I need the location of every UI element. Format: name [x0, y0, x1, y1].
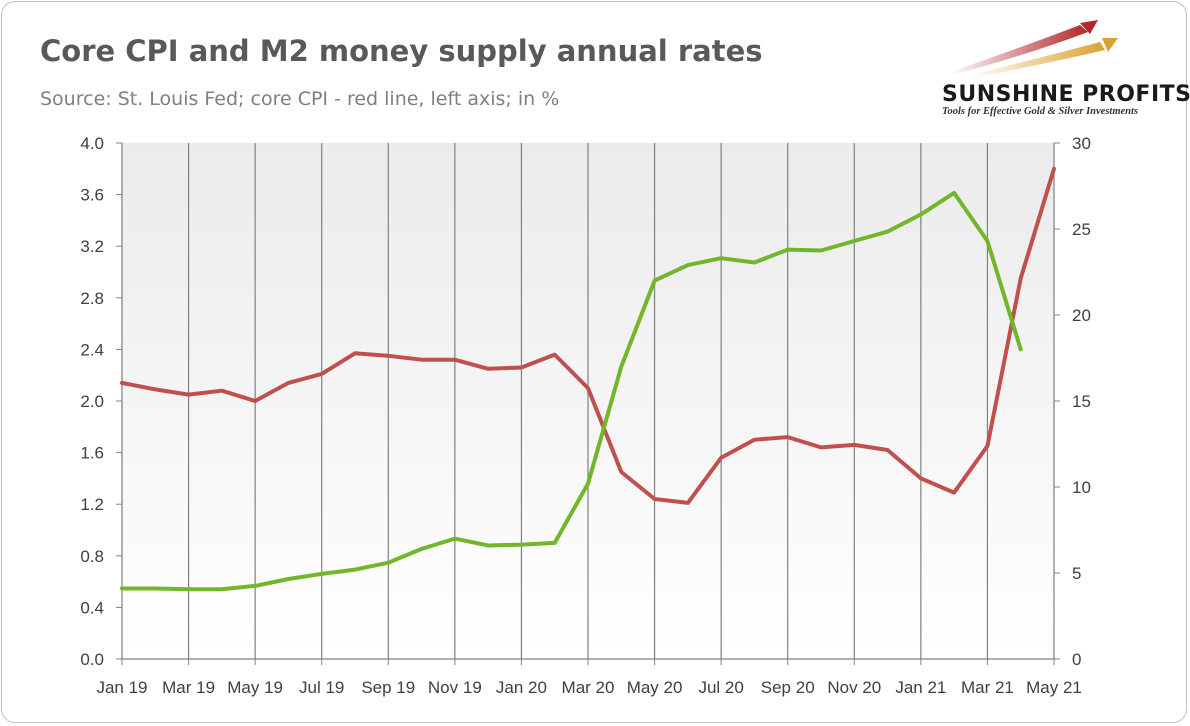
right-tick-label: 10 [1072, 478, 1091, 497]
left-tick-label: 1.6 [80, 444, 104, 463]
left-tick-label: 2.0 [80, 392, 104, 411]
left-tick-label: 3.2 [80, 237, 104, 256]
left-tick-label: 4.0 [80, 134, 104, 153]
left-tick-label: 3.6 [80, 186, 104, 205]
x-tick-label: May 19 [227, 678, 283, 697]
right-tick-label: 0 [1072, 650, 1081, 669]
x-tick-label: Jan 20 [496, 678, 547, 697]
x-axis-ticks: Jan 19 Mar 19 May 19 Jul 19 Sep 19 Nov 19 Jan … [96, 678, 1081, 697]
left-tick-label: 0.8 [80, 547, 104, 566]
logo-tagline: Tools for Effective Gold & Silver Invest… [942, 106, 1138, 117]
x-tick-label: Nov 20 [827, 678, 881, 697]
chart-title: Core CPI and M2 money supply annual rate… [40, 34, 763, 68]
left-tick-label: 0.4 [80, 598, 104, 617]
right-axis-ticks: 0 5 10 15 20 25 30 [1054, 134, 1091, 669]
left-axis-ticks: 0.0 0.4 0.8 1.2 1.6 2.0 2.4 2.8 3.2 3.6 4.0 [80, 134, 122, 669]
logo-swoosh-icon [950, 20, 1118, 78]
x-tick-label: Jan 19 [96, 678, 147, 697]
right-tick-label: 5 [1072, 564, 1081, 583]
m2-series-line [120, 190, 1023, 592]
right-tick-label: 15 [1072, 392, 1091, 411]
x-tick-label: Sep 20 [761, 678, 815, 697]
core-cpi-series-line [120, 166, 1056, 505]
right-tick-label: 20 [1072, 306, 1091, 325]
x-tick-label: Jul 19 [299, 678, 344, 697]
x-tick-label: May 20 [627, 678, 683, 697]
x-tick-label: Mar 21 [961, 678, 1014, 697]
right-tick-label: 25 [1072, 220, 1091, 239]
sunshine-profits-logo: SUNSHINE PROFITS Tools for Effective Gol… [930, 20, 1190, 120]
x-tick-label: May 21 [1026, 678, 1082, 697]
x-tick-label: Mar 20 [562, 678, 615, 697]
x-tick-label: Mar 19 [162, 678, 215, 697]
x-tick-label: Jan 21 [895, 678, 946, 697]
logo-name: SUNSHINE PROFITS [942, 82, 1190, 107]
series-lines [120, 166, 1056, 592]
x-tick-label: Sep 19 [361, 678, 415, 697]
x-tick-label: Nov 19 [428, 678, 482, 697]
left-tick-label: 0.0 [80, 650, 104, 669]
left-tick-label: 2.4 [80, 340, 104, 359]
left-tick-label: 2.8 [80, 289, 104, 308]
right-tick-label: 30 [1072, 134, 1091, 153]
left-tick-label: 1.2 [80, 495, 104, 514]
chart-subtitle: Source: St. Louis Fed; core CPI - red li… [40, 88, 560, 110]
x-tick-label: Jul 20 [698, 678, 743, 697]
